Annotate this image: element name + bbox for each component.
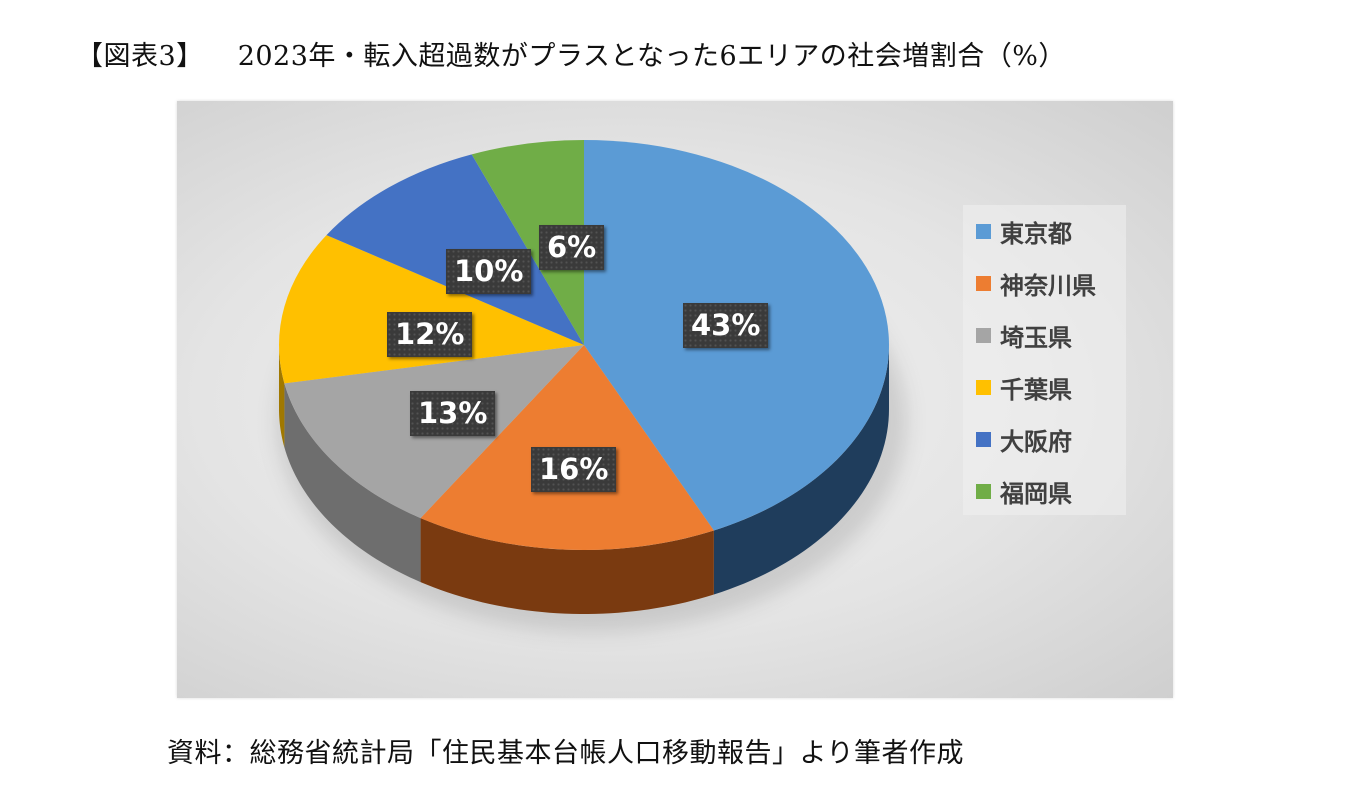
data-label-osaka: 10% — [446, 249, 532, 294]
legend-label: 福岡県 — [1000, 479, 1072, 508]
chart-area: 43% 16% 13% 12% 10% 6% 東京都 神奈川県 埼玉県 千葉県 … — [177, 101, 1173, 698]
pie-slice-3 — [279, 235, 584, 384]
data-label-fukuoka: 6% — [539, 225, 605, 270]
data-label-chiba: 12% — [387, 312, 473, 357]
chart-title: 【図表3】 2023年・転入超過数がプラスとなった6エリアの社会増割合（%） — [76, 34, 1066, 73]
figure-label: 【図表3】 — [76, 41, 204, 72]
pie-side-1 — [420, 518, 714, 614]
legend-label: 埼玉県 — [1000, 323, 1072, 352]
legend-label: 神奈川県 — [1000, 271, 1096, 300]
data-label-kanagawa: 16% — [531, 447, 617, 492]
legend-swatch-icon — [976, 327, 991, 343]
legend-item-chiba: 千葉県 — [976, 367, 1072, 407]
legend-item-fukuoka: 福岡県 — [976, 471, 1072, 511]
legend-swatch-icon — [976, 275, 991, 291]
legend-swatch-icon — [976, 483, 991, 499]
legend-swatch-icon — [976, 431, 991, 447]
data-label-saitama: 13% — [410, 391, 496, 436]
title-text: 2023年・転入超過数がプラスとなった6エリアの社会増割合（%） — [237, 41, 1066, 72]
pie-slice-5 — [471, 140, 584, 345]
chart-legend: 東京都 神奈川県 埼玉県 千葉県 大阪府 福岡県 — [963, 205, 1126, 515]
legend-label: 東京都 — [1000, 219, 1072, 248]
source-note: 資料：総務省統計局「住民基本台帳人口移動報告」より筆者作成 — [167, 738, 964, 769]
pie-side-0 — [713, 345, 889, 595]
legend-item-saitama: 埼玉県 — [976, 315, 1072, 355]
legend-label: 千葉県 — [1000, 375, 1072, 404]
legend-swatch-icon — [976, 379, 991, 395]
pie-side-2 — [284, 383, 421, 583]
data-label-tokyo: 43% — [683, 303, 769, 348]
legend-item-osaka: 大阪府 — [976, 419, 1072, 459]
legend-item-tokyo: 東京都 — [976, 211, 1072, 251]
legend-label: 大阪府 — [1000, 427, 1072, 456]
pie-side-3 — [279, 345, 285, 448]
legend-swatch-icon — [976, 223, 991, 239]
legend-item-kanagawa: 神奈川県 — [976, 263, 1096, 303]
